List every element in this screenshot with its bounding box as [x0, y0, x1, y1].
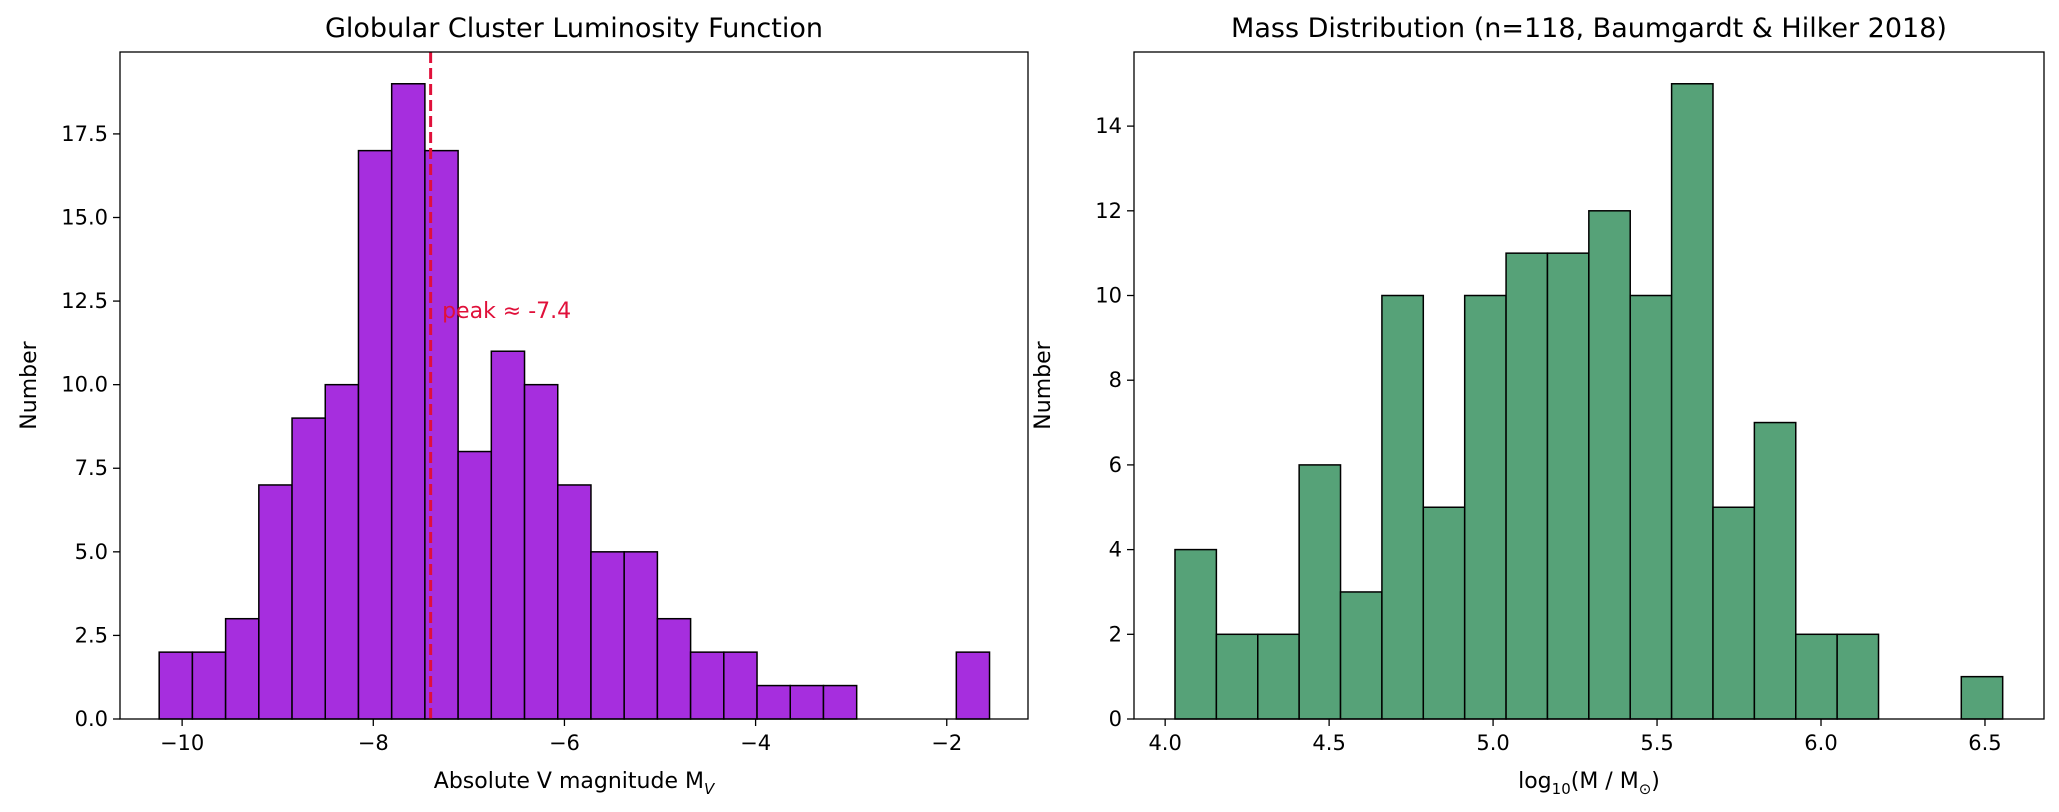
- histogram-bar: [1670, 83, 1714, 720]
- plot-frame: [119, 51, 1029, 720]
- x-axis-label-base: 10: [1552, 780, 1571, 798]
- mass-bars: [1174, 83, 2004, 720]
- y-tick-label: 12.5: [61, 289, 108, 313]
- histogram-bar: [1712, 506, 1756, 720]
- histogram-bar: [1960, 675, 2004, 720]
- histogram-bar: [390, 83, 426, 720]
- x-axis-ticks: 4.0 4.5 5.0 5.5 6.0 6.5: [1148, 719, 2002, 755]
- histogram-bar: [1836, 633, 1880, 720]
- histogram-bar: [1753, 421, 1797, 720]
- x-tick-label: 5.5: [1640, 731, 1673, 755]
- chart-title: Globular Cluster Luminosity Function: [325, 13, 823, 44]
- histogram-bar: [1381, 294, 1425, 720]
- plot-frame: [1133, 51, 2045, 720]
- x-axis-label-sun: ⊙: [1639, 780, 1652, 798]
- histogram-bar: [1339, 591, 1383, 720]
- histogram-bar: [324, 383, 360, 720]
- x-tick-label: 4.5: [1312, 731, 1345, 755]
- histogram-bar: [1546, 252, 1590, 720]
- y-tick-label: 4: [1109, 538, 1122, 562]
- y-tick-label: 17.5: [61, 122, 108, 146]
- histogram-bar: [1215, 633, 1259, 720]
- histogram-bar: [1795, 633, 1838, 720]
- histogram-bar: [689, 651, 725, 720]
- x-axis-label-close: ): [1651, 769, 1660, 794]
- y-tick-label: 10: [1095, 284, 1122, 308]
- x-axis-label-log: log: [1518, 769, 1552, 794]
- histogram-bar: [1629, 294, 1673, 720]
- y-axis-ticks: 0.0 2.5 5.0 7.5 10.0 12.5 15.0 17.5: [61, 122, 120, 731]
- y-axis-label: Number: [17, 340, 42, 429]
- y-tick-label: 15.0: [61, 205, 108, 229]
- histogram-bar: [1588, 210, 1631, 720]
- x-axis-label-mass: (M / M: [1571, 769, 1639, 794]
- y-tick-label: 0.0: [75, 707, 108, 731]
- y-tick-label: 8: [1109, 368, 1122, 392]
- histogram-bar: [590, 551, 625, 720]
- chart-title: Mass Distribution (n=118, Baumgardt & Hi…: [1231, 13, 1947, 44]
- y-axis-ticks: 0 2 4 6 8 10 12 14: [1095, 114, 1134, 731]
- histogram-bar: [723, 651, 758, 720]
- histogram-bar: [789, 684, 825, 720]
- luminosity-function-chart: peak ≈ -7.4 −10 −8 −6 −4 −2 0.0 2.5 5.0 7.5 10.0…: [17, 13, 1029, 798]
- histogram-bar: [191, 651, 227, 720]
- histogram-bar: [291, 417, 327, 720]
- x-tick-label: 6.0: [1804, 731, 1837, 755]
- histogram-bar: [1298, 464, 1342, 720]
- x-tick-label: −6: [549, 731, 580, 755]
- x-axis-label: Absolute V magnitude MV: [434, 769, 716, 798]
- histogram-bar: [1257, 633, 1300, 720]
- y-tick-label: 12: [1095, 199, 1122, 223]
- y-tick-label: 6: [1109, 453, 1122, 477]
- y-tick-label: 10.0: [61, 373, 108, 397]
- x-axis-ticks: −10 −8 −6 −4 −2: [160, 719, 962, 755]
- histogram-bar: [1463, 294, 1507, 720]
- histogram-bar: [756, 684, 791, 720]
- histogram-bar: [258, 484, 293, 720]
- histogram-bar: [557, 484, 592, 720]
- histogram-bar: [1505, 252, 1549, 720]
- mass-distribution-chart: 4.0 4.5 5.0 5.5 6.0 6.5 0 2 4 6 8 10 12 14 Mass Dist…: [1031, 13, 2045, 798]
- x-tick-label: −2: [931, 731, 962, 755]
- x-tick-label: −4: [740, 731, 771, 755]
- histogram-bar: [1422, 506, 1466, 720]
- y-tick-label: 5.0: [75, 540, 108, 564]
- histogram-bar: [623, 551, 659, 720]
- y-axis-label: Number: [1031, 340, 1056, 429]
- x-tick-label: 6.5: [1968, 731, 2001, 755]
- x-axis-label-sub: V: [704, 780, 716, 798]
- x-tick-label: −8: [358, 731, 389, 755]
- y-tick-label: 0: [1109, 707, 1122, 731]
- x-tick-label: −10: [160, 731, 204, 755]
- x-axis-label-main: Absolute V magnitude M: [434, 769, 704, 794]
- x-tick-label: 5.0: [1476, 731, 1509, 755]
- y-tick-label: 7.5: [75, 456, 108, 480]
- histogram-bar: [523, 383, 559, 720]
- histogram-bar: [490, 350, 526, 720]
- histogram-bar: [1174, 548, 1218, 720]
- histogram-bar: [224, 617, 260, 720]
- histogram-bar: [357, 149, 393, 720]
- peak-annotation: peak ≈ -7.4: [442, 299, 571, 324]
- histogram-bar: [656, 617, 692, 720]
- histogram-bar: [955, 651, 991, 720]
- histogram-bar: [158, 651, 194, 720]
- y-tick-label: 14: [1095, 114, 1122, 138]
- y-tick-label: 2.5: [75, 623, 108, 647]
- x-tick-label: 4.0: [1148, 731, 1181, 755]
- histogram-bar: [822, 684, 858, 720]
- x-axis-label: log10(M / M⊙): [1518, 769, 1660, 798]
- histogram-bar: [457, 450, 493, 720]
- y-tick-label: 2: [1109, 622, 1122, 646]
